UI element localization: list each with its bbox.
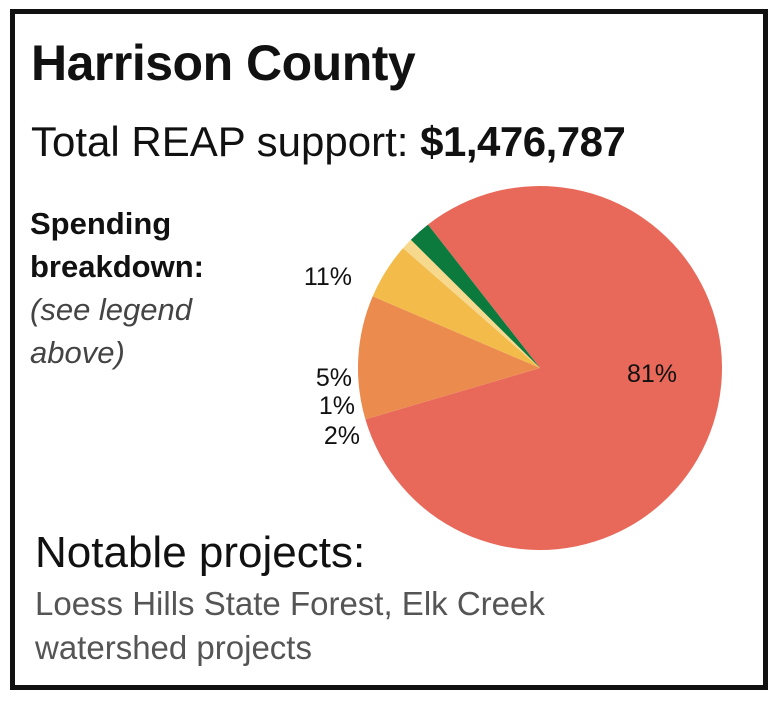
notable-projects-heading: Notable projects: <box>35 528 366 577</box>
total-support: Total REAP support: $1,476,787 <box>31 118 626 166</box>
pie-label-2: 11% <box>304 263 352 291</box>
spending-pie-chart: 81% 11% 5%1%2% <box>304 186 722 551</box>
pie-label-1: 81% <box>627 360 677 388</box>
spending-label-line-2: breakdown: <box>30 249 204 284</box>
spending-note-line-1: (see legend <box>30 292 193 327</box>
total-support-label: Total REAP support: <box>31 118 421 165</box>
pie-slice-2 <box>357 296 540 420</box>
county-title: Harrison County <box>31 35 416 91</box>
spending-breakdown: Spending breakdown: (see legend above) <box>30 202 270 374</box>
pie-slice-4 <box>403 239 540 368</box>
pie-slice-1 <box>365 186 722 551</box>
pie-label-5: 2% <box>324 422 360 450</box>
notable-projects-line-1: Loess Hills State Forest, Elk Creek <box>35 585 545 622</box>
spending-note-line-2: above) <box>30 335 125 370</box>
pie-label-4: 1% <box>319 392 355 420</box>
spending-label-line-1: Spending <box>30 206 172 241</box>
total-support-amount: $1,476,787 <box>420 118 626 165</box>
notable-projects-line-2: watershed projects <box>35 629 312 666</box>
pie-slice-3 <box>372 248 540 368</box>
notable-projects-text: Loess Hills State Forest, Elk Creek wate… <box>35 582 725 670</box>
pie-label-3: 5% <box>316 364 352 392</box>
pie-slice-5 <box>410 224 540 368</box>
